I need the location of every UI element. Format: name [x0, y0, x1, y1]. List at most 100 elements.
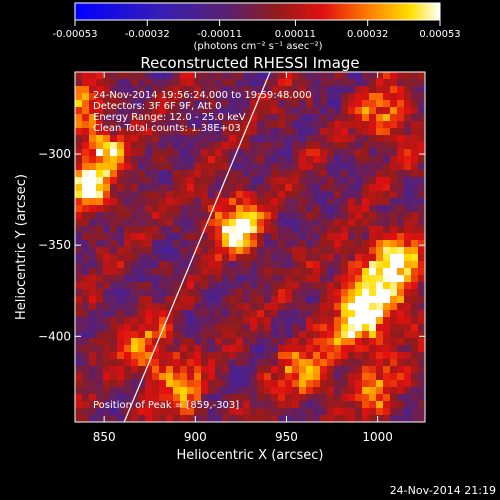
- heatmap-pixel: [124, 275, 132, 283]
- heatmap-pixel: [271, 156, 279, 164]
- heatmap-pixel: [285, 338, 293, 346]
- heatmap-pixel: [166, 79, 174, 87]
- heatmap-pixel: [376, 317, 384, 325]
- heatmap-pixel: [250, 317, 258, 325]
- heatmap-pixel: [75, 408, 83, 416]
- heatmap-pixel: [96, 184, 104, 192]
- heatmap-pixel: [376, 212, 384, 220]
- heatmap-pixel: [383, 408, 391, 416]
- heatmap-pixel: [166, 352, 174, 360]
- heatmap-pixel: [117, 324, 125, 332]
- heatmap-pixel: [187, 212, 195, 220]
- heatmap-pixel: [138, 268, 146, 276]
- heatmap-pixel: [390, 394, 398, 402]
- heatmap-pixel: [103, 394, 111, 402]
- heatmap-pixel: [264, 142, 272, 150]
- heatmap-pixel: [411, 254, 419, 262]
- heatmap-pixel: [138, 296, 146, 304]
- heatmap-pixel: [187, 338, 195, 346]
- heatmap-pixel: [292, 380, 300, 388]
- heatmap-pixel: [194, 394, 202, 402]
- heatmap-pixel: [257, 345, 265, 353]
- heatmap-pixel: [208, 338, 216, 346]
- heatmap-pixel: [278, 345, 286, 353]
- heatmap-pixel: [250, 401, 258, 409]
- heatmap-pixel: [89, 310, 97, 318]
- heatmap-pixel: [376, 184, 384, 192]
- heatmap-pixel: [138, 373, 146, 381]
- heatmap-pixel: [271, 121, 279, 129]
- heatmap-pixel: [341, 415, 349, 422]
- heatmap-pixel: [194, 184, 202, 192]
- heatmap-pixel: [313, 310, 321, 318]
- heatmap-pixel: [138, 380, 146, 388]
- heatmap-pixel: [320, 163, 328, 171]
- heatmap-pixel: [278, 359, 286, 367]
- heatmap-pixel: [299, 352, 307, 360]
- heatmap-pixel: [222, 72, 230, 80]
- heatmap-pixel: [411, 373, 419, 381]
- heatmap-pixel: [75, 282, 83, 290]
- heatmap-pixel: [285, 317, 293, 325]
- heatmap-pixel: [320, 359, 328, 367]
- heatmap-pixel: [278, 317, 286, 325]
- heatmap-pixel: [299, 121, 307, 129]
- heatmap-pixel: [376, 303, 384, 311]
- heatmap-pixel: [376, 268, 384, 276]
- heatmap-pixel: [271, 107, 279, 115]
- heatmap-pixel: [82, 401, 90, 409]
- heatmap-pixel: [278, 156, 286, 164]
- heatmap-pixel: [285, 310, 293, 318]
- heatmap-pixel: [271, 240, 279, 248]
- heatmap-pixel: [103, 163, 111, 171]
- heatmap-pixel: [215, 79, 223, 87]
- heatmap-pixel: [299, 226, 307, 234]
- heatmap-pixel: [243, 170, 251, 178]
- heatmap-pixel: [215, 352, 223, 360]
- heatmap-pixel: [138, 289, 146, 297]
- heatmap-pixel: [145, 324, 153, 332]
- heatmap-pixel: [236, 380, 244, 388]
- heatmap-pixel: [257, 163, 265, 171]
- heatmap-pixel: [110, 408, 118, 416]
- heatmap-pixel: [341, 184, 349, 192]
- heatmap-pixel: [180, 156, 188, 164]
- heatmap-pixel: [383, 163, 391, 171]
- heatmap-pixel: [201, 72, 209, 80]
- heatmap-pixel: [152, 373, 160, 381]
- heatmap-pixel: [243, 198, 251, 206]
- heatmap-pixel: [376, 380, 384, 388]
- heatmap-pixel: [397, 121, 405, 129]
- heatmap-pixel: [320, 79, 328, 87]
- heatmap-pixel: [313, 247, 321, 255]
- heatmap-pixel: [75, 380, 83, 388]
- heatmap-pixel: [96, 205, 104, 213]
- heatmap-pixel: [299, 387, 307, 395]
- heatmap-pixel: [75, 177, 83, 185]
- heatmap-pixel: [82, 268, 90, 276]
- heatmap-pixel: [334, 205, 342, 213]
- heatmap-pixel: [89, 128, 97, 136]
- heatmap-pixel: [250, 156, 258, 164]
- heatmap-pixel: [390, 149, 398, 157]
- heatmap-pixel: [334, 142, 342, 150]
- heatmap-pixel: [159, 114, 167, 122]
- heatmap-pixel: [236, 352, 244, 360]
- heatmap-pixel: [404, 219, 412, 227]
- heatmap-pixel: [82, 121, 90, 129]
- heatmap-pixel: [348, 366, 356, 374]
- heatmap-pixel: [229, 72, 237, 80]
- heatmap-pixel: [320, 72, 328, 80]
- heatmap-pixel: [215, 310, 223, 318]
- heatmap-pixel: [173, 233, 181, 241]
- heatmap-pixel: [397, 275, 405, 283]
- heatmap-pixel: [404, 86, 412, 94]
- heatmap-pixel: [383, 100, 391, 108]
- heatmap-pixel: [320, 345, 328, 353]
- heatmap-pixel: [313, 303, 321, 311]
- heatmap-pixel: [355, 317, 363, 325]
- heatmap-pixel: [131, 219, 139, 227]
- heatmap-pixel: [369, 261, 377, 269]
- heatmap-pixel: [390, 100, 398, 108]
- heatmap-pixel: [138, 177, 146, 185]
